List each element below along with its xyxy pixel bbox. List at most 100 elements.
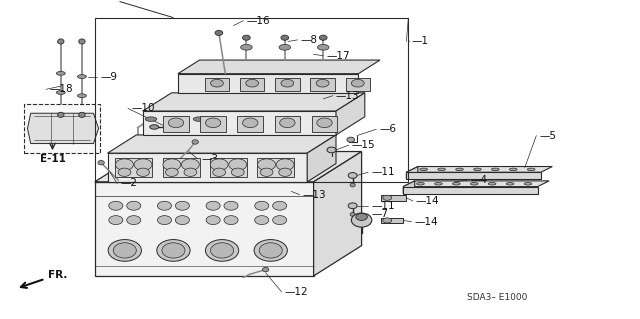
Ellipse shape xyxy=(168,118,184,128)
Ellipse shape xyxy=(211,79,223,87)
Ellipse shape xyxy=(317,118,332,128)
Ellipse shape xyxy=(279,168,291,176)
Polygon shape xyxy=(115,158,152,177)
Ellipse shape xyxy=(98,160,104,165)
Ellipse shape xyxy=(262,267,269,272)
Ellipse shape xyxy=(348,173,357,178)
Ellipse shape xyxy=(420,168,428,171)
Ellipse shape xyxy=(470,182,478,185)
Ellipse shape xyxy=(348,203,357,209)
Ellipse shape xyxy=(509,168,517,171)
Ellipse shape xyxy=(474,168,481,171)
Ellipse shape xyxy=(79,39,85,44)
Ellipse shape xyxy=(175,216,189,225)
Ellipse shape xyxy=(56,91,65,94)
Text: —11: —11 xyxy=(371,167,395,177)
Text: —6: —6 xyxy=(380,124,397,134)
Ellipse shape xyxy=(259,243,282,258)
Polygon shape xyxy=(143,93,365,111)
Text: —2: —2 xyxy=(120,178,138,189)
Ellipse shape xyxy=(205,240,239,261)
Polygon shape xyxy=(406,167,418,179)
Ellipse shape xyxy=(241,44,252,50)
Ellipse shape xyxy=(281,35,289,40)
Ellipse shape xyxy=(317,44,329,50)
Bar xyxy=(24,104,100,153)
Ellipse shape xyxy=(193,117,205,121)
Ellipse shape xyxy=(118,168,131,176)
Polygon shape xyxy=(143,111,336,135)
Polygon shape xyxy=(406,167,552,172)
Polygon shape xyxy=(346,78,370,91)
Text: —11: —11 xyxy=(371,201,395,211)
Ellipse shape xyxy=(246,79,259,87)
Ellipse shape xyxy=(224,201,238,210)
Ellipse shape xyxy=(182,159,200,170)
Ellipse shape xyxy=(281,79,294,87)
Ellipse shape xyxy=(452,182,460,185)
Ellipse shape xyxy=(383,195,392,200)
Ellipse shape xyxy=(350,183,355,187)
Ellipse shape xyxy=(228,159,247,170)
Ellipse shape xyxy=(215,30,223,35)
Ellipse shape xyxy=(109,216,123,225)
Ellipse shape xyxy=(319,35,327,40)
Text: —10: —10 xyxy=(131,103,155,114)
Ellipse shape xyxy=(210,159,228,170)
Ellipse shape xyxy=(231,168,244,176)
Polygon shape xyxy=(381,195,406,201)
Ellipse shape xyxy=(77,75,86,78)
Ellipse shape xyxy=(241,117,253,121)
Ellipse shape xyxy=(109,201,123,210)
Ellipse shape xyxy=(258,159,275,170)
Ellipse shape xyxy=(524,182,532,185)
Ellipse shape xyxy=(417,182,424,185)
Ellipse shape xyxy=(255,201,269,210)
Ellipse shape xyxy=(316,79,329,87)
Polygon shape xyxy=(163,158,200,177)
Polygon shape xyxy=(403,181,549,187)
Ellipse shape xyxy=(162,243,185,258)
Ellipse shape xyxy=(175,201,189,210)
Ellipse shape xyxy=(56,71,65,75)
Ellipse shape xyxy=(165,168,178,176)
Ellipse shape xyxy=(347,137,355,142)
Ellipse shape xyxy=(163,159,181,170)
Ellipse shape xyxy=(211,243,234,258)
Text: —8: —8 xyxy=(301,35,318,45)
Ellipse shape xyxy=(157,216,172,225)
Ellipse shape xyxy=(58,39,64,44)
Polygon shape xyxy=(210,158,247,177)
Polygon shape xyxy=(406,172,541,179)
Text: —13: —13 xyxy=(336,91,360,101)
Ellipse shape xyxy=(356,213,367,220)
Ellipse shape xyxy=(116,159,134,170)
Text: E-11: E-11 xyxy=(40,154,65,165)
Ellipse shape xyxy=(157,201,172,210)
Ellipse shape xyxy=(224,216,238,225)
Polygon shape xyxy=(95,152,362,182)
Text: —1: —1 xyxy=(412,35,429,46)
Text: —14: —14 xyxy=(415,217,438,227)
Ellipse shape xyxy=(280,118,295,128)
Polygon shape xyxy=(240,78,264,91)
Polygon shape xyxy=(205,78,229,91)
Polygon shape xyxy=(381,218,403,223)
Ellipse shape xyxy=(506,182,514,185)
Ellipse shape xyxy=(205,118,221,128)
Polygon shape xyxy=(336,93,365,135)
Polygon shape xyxy=(108,153,307,182)
Polygon shape xyxy=(95,182,314,276)
Text: —14: —14 xyxy=(416,196,440,206)
Ellipse shape xyxy=(289,117,301,121)
Ellipse shape xyxy=(113,243,136,258)
Ellipse shape xyxy=(351,213,372,227)
Ellipse shape xyxy=(456,168,463,171)
Ellipse shape xyxy=(108,240,141,261)
Ellipse shape xyxy=(327,147,336,153)
Ellipse shape xyxy=(58,112,64,117)
Polygon shape xyxy=(307,135,336,182)
Polygon shape xyxy=(178,74,358,93)
Ellipse shape xyxy=(127,201,141,210)
Polygon shape xyxy=(403,181,415,194)
